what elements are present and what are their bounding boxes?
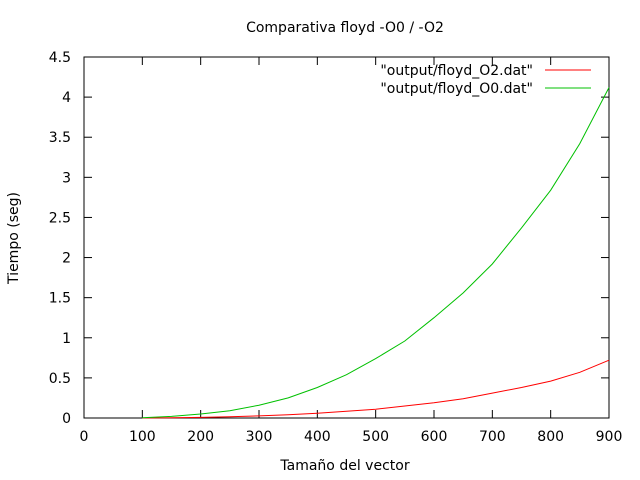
x-tick-label: 100	[129, 429, 156, 445]
chart-title: Comparativa floyd -O0 / -O2	[246, 20, 444, 36]
y-tick-label: 3	[62, 170, 71, 186]
plot-frame	[83, 56, 610, 419]
x-tick-label: 600	[421, 429, 448, 445]
y-tick-label: 0	[62, 411, 71, 427]
y-axis-ticks: 0 0.5 1 1.5 2 2.5 3 3.5 4 4.5	[49, 50, 609, 427]
x-tick-label: 0	[80, 429, 89, 445]
y-tick-label: 1	[62, 331, 71, 347]
y-tick-label: 1.5	[49, 291, 71, 307]
series-line-o2	[142, 359, 610, 419]
y-tick-label: 0.5	[49, 371, 71, 387]
legend: "output/floyd_O2.dat" "output/floyd_O0.da…	[380, 63, 591, 97]
series-lines	[142, 87, 610, 419]
y-tick-label: 4.5	[49, 50, 71, 66]
legend-label: "output/floyd_O0.dat"	[380, 81, 533, 97]
y-tick-label: 4	[62, 90, 71, 106]
legend-label: "output/floyd_O2.dat"	[380, 63, 533, 79]
x-tick-label: 400	[304, 429, 331, 445]
y-tick-label: 2	[62, 251, 71, 267]
x-tick-label: 300	[246, 429, 273, 445]
x-axis-ticks: 0 100 200 300 400 500 600 700 800 900	[80, 57, 623, 445]
y-axis-label: Tiempo (seg)	[6, 192, 22, 285]
x-axis-label: Tamaño del vector	[279, 458, 409, 474]
y-tick-label: 2.5	[49, 210, 71, 226]
x-tick-label: 500	[362, 429, 389, 445]
x-tick-label: 700	[479, 429, 506, 445]
x-tick-label: 200	[187, 429, 214, 445]
x-tick-label: 900	[596, 429, 623, 445]
y-tick-label: 3.5	[49, 130, 71, 146]
x-tick-label: 800	[537, 429, 564, 445]
series-line-o0	[142, 87, 610, 419]
